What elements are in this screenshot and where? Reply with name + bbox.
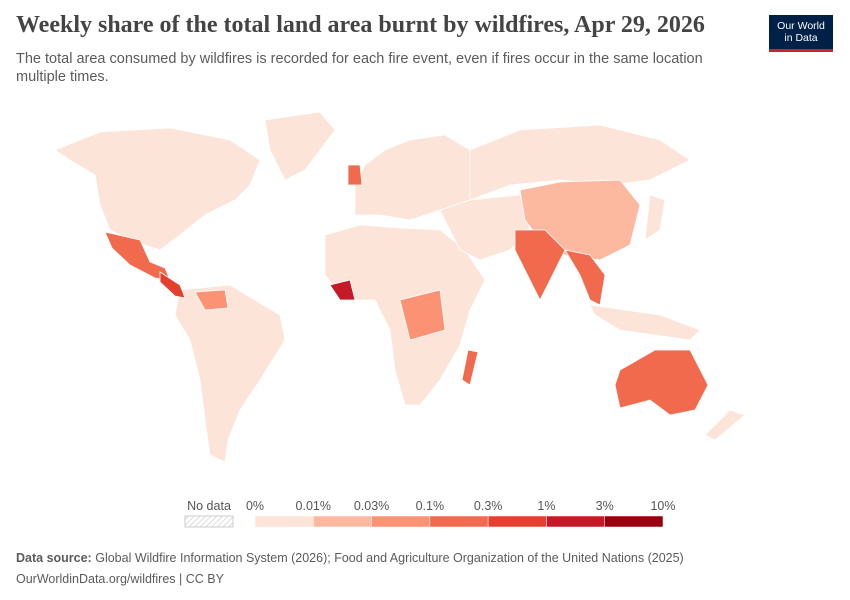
legend-tick-label: 3% [596, 499, 614, 513]
url[interactable]: OurWorldinData.org/wildfires | CC BY [16, 572, 224, 586]
logo-line: in Data [784, 32, 818, 44]
legend-tick-label: 0.1% [416, 499, 445, 513]
india [514, 229, 566, 301]
north-america [54, 127, 261, 251]
australia [614, 349, 709, 416]
legend-tick-label: 0.3% [474, 499, 503, 513]
venezuela [194, 289, 229, 311]
madagascar [461, 349, 479, 386]
central-africa [399, 289, 446, 341]
source-label: Data source: [16, 551, 92, 565]
legend-swatch [487, 515, 547, 528]
legend: No data 0% 0.01% 0.03% 0.1% 0.3% 1% 3% 10% [184, 499, 676, 528]
central-america [159, 271, 186, 299]
legend-tick-label: 0.01% [296, 499, 331, 513]
legend-swatch [254, 515, 314, 528]
new-zealand [704, 409, 746, 441]
logo-line: Our World [777, 20, 825, 32]
source: Global Wildfire Information System (2026… [95, 551, 684, 565]
uk [347, 164, 363, 186]
legend-tick-label: 10% [650, 499, 675, 513]
japan [644, 194, 666, 241]
logo[interactable]: Our World in Data [769, 15, 833, 52]
legend-tick-label: 0% [246, 499, 264, 513]
subtitle: The total area consumed by wildfires is … [16, 51, 703, 85]
no-data-swatch [184, 515, 234, 528]
title: Weekly share of the total land area burn… [16, 12, 705, 38]
legend-swatch [604, 515, 664, 528]
footer: Data source: Global Wildfire Information… [16, 548, 684, 590]
southeast-asia [564, 249, 606, 306]
west-africa [329, 279, 356, 301]
legend-swatch [313, 515, 372, 528]
legend-tick-label: 0.03% [354, 499, 389, 513]
legend-swatch [429, 515, 489, 528]
legend-swatch [371, 515, 431, 528]
indonesia [589, 304, 701, 341]
world-map [54, 111, 746, 463]
south-america [174, 284, 286, 463]
russia [469, 124, 691, 201]
greenland [264, 111, 336, 181]
legend-tick-label: 1% [537, 499, 555, 513]
source-line: Data source: Global Wildfire Information… [16, 548, 684, 569]
no-data-label: No data [187, 499, 231, 513]
legend-swatch [546, 515, 605, 528]
